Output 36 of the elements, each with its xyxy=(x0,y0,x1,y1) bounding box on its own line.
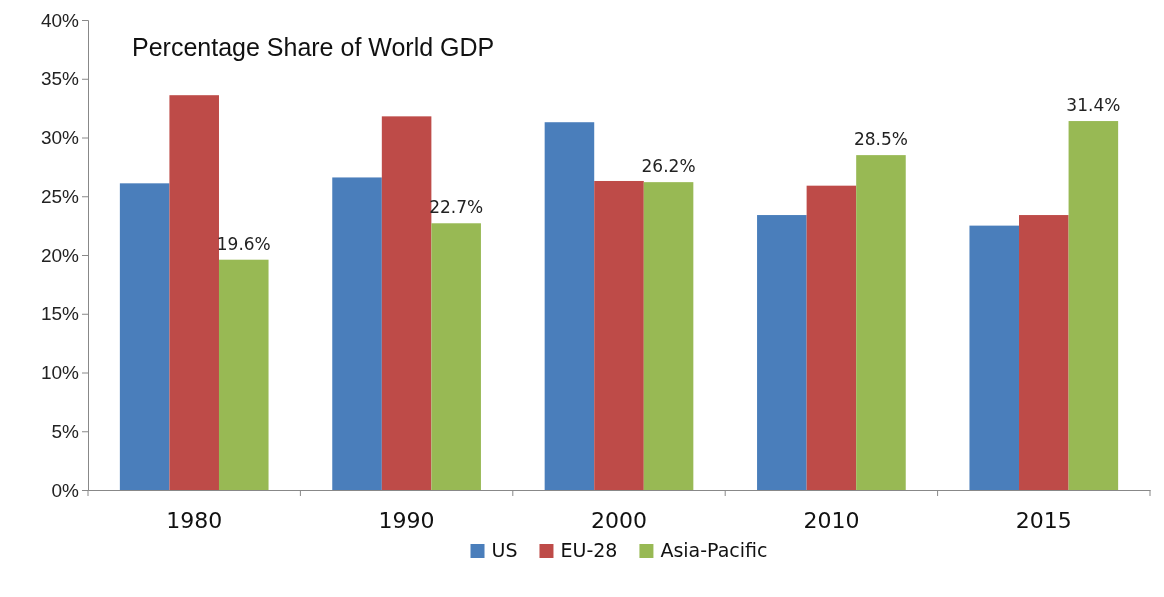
text: Percentage Share of World GDP xyxy=(132,33,495,61)
bar xyxy=(119,183,170,490)
x-tick-label: 1990 xyxy=(378,507,435,533)
bar xyxy=(332,177,382,490)
bar xyxy=(969,225,1020,490)
bar xyxy=(544,122,595,490)
y-tick-label: 0% xyxy=(51,479,80,501)
bar xyxy=(1019,215,1069,490)
x-tick-label: 2015 xyxy=(1015,507,1072,533)
y-tick-label: 40% xyxy=(40,9,80,31)
bar xyxy=(1068,121,1119,490)
bar xyxy=(169,95,219,490)
y-tick-label: 5% xyxy=(51,420,80,442)
y-tick-label: 30% xyxy=(40,127,80,149)
bar xyxy=(757,215,807,490)
bar xyxy=(594,180,644,490)
data-label: 26.2% xyxy=(641,156,696,177)
bar xyxy=(218,259,269,490)
bar xyxy=(856,155,906,490)
y-tick-label: 15% xyxy=(40,303,80,325)
bar xyxy=(806,185,857,490)
bar xyxy=(431,223,481,490)
x-tick-label: 2000 xyxy=(591,507,647,533)
bar xyxy=(381,116,432,490)
data-label: 31.4% xyxy=(1066,95,1121,116)
y-tick-label: 25% xyxy=(40,185,80,207)
y-tick-label: 20% xyxy=(40,244,80,266)
legend-label: Asia-Pacific xyxy=(660,539,768,561)
y-tick-label: 10% xyxy=(40,362,80,384)
data-label: 28.5% xyxy=(853,129,908,150)
x-tick-label: 1980 xyxy=(166,507,223,533)
bar xyxy=(643,182,694,490)
legend-label: US xyxy=(491,539,518,561)
legend-label: EU-28 xyxy=(560,539,618,561)
y-tick-label: 35% xyxy=(40,68,80,90)
x-tick-label: 2010 xyxy=(803,507,860,533)
